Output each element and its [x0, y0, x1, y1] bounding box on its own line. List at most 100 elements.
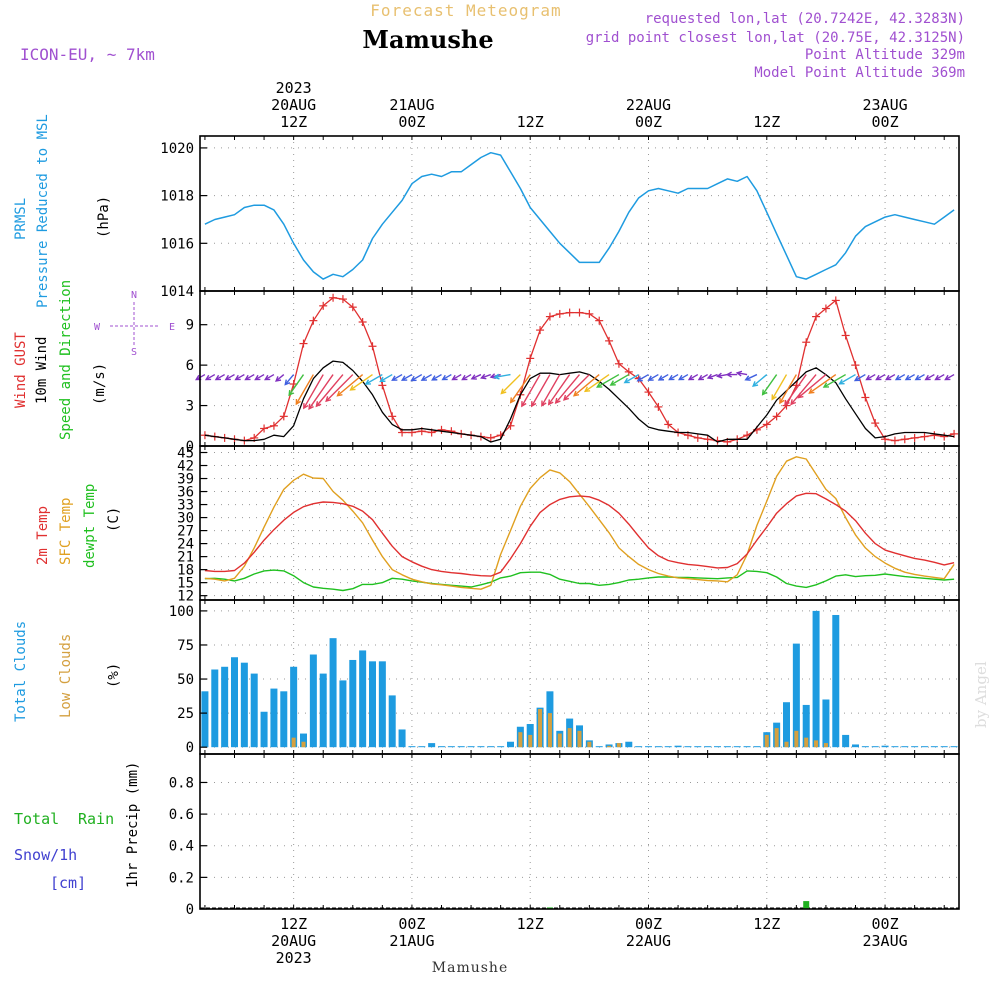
wind-arrow: [452, 373, 462, 381]
cloud-panel-labels: Total Clouds Low Clouds (%): [13, 621, 122, 722]
wind-arrow: [288, 374, 305, 396]
low-cloud-bar: [557, 733, 562, 748]
total-cloud-bar: [388, 695, 396, 748]
ytick-label: 0.4: [169, 839, 194, 855]
low-cloud-bar: [794, 730, 799, 748]
ytick-label: 36: [177, 485, 194, 501]
ytick-label: 33: [177, 498, 194, 514]
wind-arrow: [688, 373, 699, 381]
wind-arrow-head: [264, 374, 271, 381]
wind-arrow: [745, 373, 758, 381]
wind-arrow-head: [480, 373, 487, 380]
wind-arrow: [809, 373, 837, 394]
model-point-altitude: Model Point Altitude 369m: [754, 65, 965, 81]
compass-north: N: [131, 290, 137, 301]
wind-arrow-head: [808, 388, 815, 394]
low-cloud-bar: [518, 732, 523, 748]
bottom-time-label: 21AUG: [389, 932, 434, 950]
wind-arrow: [790, 374, 817, 405]
wind-arrow-head: [295, 398, 301, 406]
wind-arrow-head: [254, 374, 261, 381]
bottom-time-label: 00Z: [872, 915, 899, 933]
precip-cm-label: [cm]: [50, 874, 86, 892]
wind-arrow: [350, 373, 373, 391]
top-time-label: 21AUG: [389, 96, 434, 114]
wind-arrow-head: [204, 374, 212, 381]
total-cloud-bar: [822, 699, 830, 748]
wind-arrow-head: [853, 375, 861, 382]
ytick-label: 75: [177, 638, 194, 654]
wind-arrow: [500, 374, 521, 395]
wind-arrow-head: [493, 373, 500, 380]
wind-arrow-head: [752, 381, 759, 387]
wind-arrow: [521, 374, 541, 407]
wind-arrow-head: [797, 392, 804, 399]
wind-arrow-head: [315, 401, 322, 408]
low-cloud-bar: [567, 728, 572, 748]
low-cloud-bar: [577, 730, 582, 748]
wind-arrow-head: [275, 376, 282, 382]
total-cloud-bar: [507, 741, 514, 748]
total-cloud-bar: [231, 657, 238, 748]
total-cloud-bar: [467, 746, 475, 748]
wind-arrow-head: [904, 374, 911, 381]
dewpt-line: [204, 569, 955, 592]
precip-bar: [803, 901, 810, 909]
ytick-label: 21: [177, 550, 194, 566]
total-cloud-bar: [852, 744, 859, 748]
wind-arrow: [215, 373, 225, 381]
bottom-time-label: 00Z: [635, 915, 662, 933]
wind-arrow-head: [822, 382, 830, 388]
point-altitude: Point Altitude 329m: [805, 47, 965, 63]
wind-arrow-head: [509, 397, 516, 404]
wind-arrow-head: [678, 374, 685, 381]
total-cloud-bar: [861, 746, 869, 748]
low-cloud-bar: [764, 734, 769, 748]
total-cloud-bar: [743, 746, 751, 748]
pressure-line: [204, 151, 955, 280]
ytick-label: 25: [177, 706, 194, 722]
total-cloud-bar: [221, 666, 229, 748]
wind-arrow-head: [303, 403, 309, 410]
bottom-time-label: 12Z: [517, 915, 544, 933]
wind-arrow-head: [410, 375, 417, 382]
top-time-label: 12Z: [753, 113, 780, 131]
temp-panel-labels: 2m Temp SFC Temp dewpt Temp (C): [35, 484, 122, 568]
total-cloud-bar: [240, 662, 248, 748]
wind-arrow: [275, 374, 285, 382]
wind-arrow-head: [623, 377, 630, 384]
ytick-label: 27: [177, 524, 194, 540]
wind-unit: (m/s): [92, 363, 108, 405]
low-clouds-label: Low Clouds: [58, 634, 74, 718]
low-cloud-bar: [784, 741, 789, 748]
precip-rain-label: Rain: [78, 810, 114, 828]
wind-arrow: [365, 373, 383, 385]
total-cloud-bar: [300, 733, 307, 748]
ytick-label: 0.8: [169, 775, 194, 791]
total-cloud-bar: [783, 702, 790, 748]
super-title: Forecast Meteogram: [370, 1, 561, 20]
wind-arrow: [658, 373, 669, 381]
total-cloud-bar: [319, 673, 327, 748]
ytick-label: 100: [169, 604, 194, 620]
wind-speed-dir-label: Speed and Direction: [58, 280, 74, 440]
ytick-label: 18: [177, 563, 194, 579]
total-cloud-bar: [733, 746, 741, 748]
ytick-label: 0: [186, 439, 194, 455]
wind-speed-line: [204, 360, 955, 443]
wind-arrow-head: [885, 374, 892, 381]
total-cloud-bar: [645, 746, 652, 748]
wind-arrow-head: [461, 374, 468, 381]
axis-layer: 1014101610181020036912151821242730333639…: [160, 79, 960, 967]
total-cloud-bar: [487, 746, 495, 748]
ytick-label: 50: [177, 672, 194, 688]
total-cloud-bar: [408, 746, 416, 748]
wind-arrow-head: [288, 389, 294, 397]
precip-snow-label: Snow/1h: [14, 846, 77, 864]
low-cloud-bar: [823, 743, 828, 748]
wind-arrow: [698, 373, 708, 381]
ytick-label: 30: [177, 511, 194, 527]
top-time-label: 23AUG: [862, 96, 907, 114]
